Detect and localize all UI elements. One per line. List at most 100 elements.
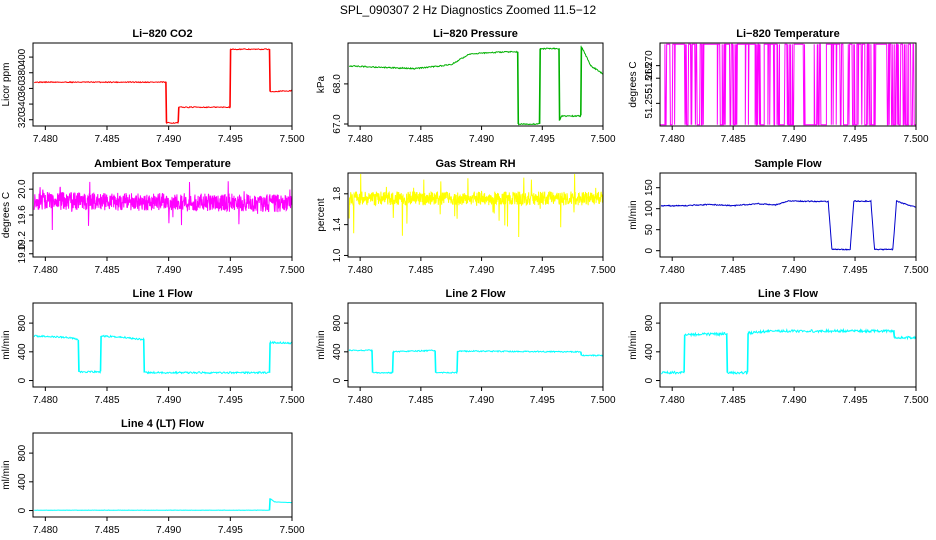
y-tick-label: 400 (17, 343, 28, 360)
x-tick-label: 7.480 (348, 134, 373, 145)
x-tick-label: 7.490 (156, 395, 181, 406)
y-tick-label: 50 (644, 224, 655, 236)
plot-frame (347, 42, 604, 127)
x-tick-label: 7.485 (94, 134, 119, 145)
x-tick-label: 7.490 (469, 395, 494, 406)
x-tick-label: 7.485 (721, 134, 746, 145)
x-tick-label: 7.500 (279, 265, 304, 276)
plot-frame (32, 172, 293, 258)
y-axis-label: ml/min (628, 330, 639, 359)
x-tick-label: 7.480 (660, 395, 685, 406)
panel-title: Line 2 Flow (446, 288, 506, 300)
y-tick-label: 51.255 (644, 88, 655, 119)
panel-1: Li−820 CO2 Licor ppm 7.480 7.485 7.490 7.495 7… (1, 28, 305, 145)
panel-8: Line 2 Flow ml/min 7.480 7.485 7.490 7.495 7.5… (316, 288, 616, 406)
x-tick-label: 7.495 (530, 265, 555, 276)
y-tick-label: 19.0 (17, 244, 28, 264)
x-tick-label: 7.500 (590, 395, 615, 406)
plot-frame (659, 302, 917, 388)
y-axis-label: ml/min (1, 330, 12, 359)
y-axis-label: percent (316, 198, 327, 232)
y-tick-label: 800 (17, 444, 28, 461)
panel-title: Line 3 Flow (758, 288, 818, 300)
panel-7: Line 1 Flow ml/min 7.480 7.485 7.490 7.495 7.5… (1, 288, 305, 406)
plot-frame (659, 172, 917, 258)
plot-frame (32, 432, 293, 518)
x-tick-label: 7.480 (348, 265, 373, 276)
x-tick-label: 7.485 (94, 525, 119, 536)
x-tick-label: 7.495 (530, 395, 555, 406)
plot-frame (347, 172, 604, 258)
y-tick-label: 800 (17, 314, 28, 331)
y-tick-label: 0 (17, 507, 28, 513)
plot-frame (32, 302, 293, 388)
series-line (348, 45, 603, 126)
x-tick-label: 7.500 (903, 395, 928, 406)
y-axis-label: kPa (316, 75, 327, 93)
x-tick-label: 7.495 (218, 134, 243, 145)
y-tick-label: 400 (17, 473, 28, 490)
series-line (34, 498, 292, 511)
x-tick-label: 7.500 (279, 134, 304, 145)
panel-title: Line 4 (LT) Flow (121, 418, 204, 430)
x-tick-label: 7.480 (660, 265, 685, 276)
plot-area (660, 327, 917, 375)
y-axis-label: degrees C (628, 61, 639, 107)
panel-title: Li−820 CO2 (132, 28, 192, 40)
y-tick-label: 68.0 (332, 74, 343, 94)
plot-area (33, 334, 293, 375)
x-tick-label: 7.500 (903, 265, 928, 276)
x-tick-label: 7.490 (469, 134, 494, 145)
y-tick-label: 380 (17, 64, 28, 81)
x-tick-label: 7.480 (33, 134, 58, 145)
panel-title: Sample Flow (754, 158, 822, 170)
x-tick-label: 7.500 (590, 265, 615, 276)
y-tick-label: 0 (644, 377, 655, 383)
series-line (33, 334, 293, 375)
series-line (348, 348, 604, 375)
series-line (660, 199, 917, 251)
panel-9: Line 3 Flow ml/min 7.480 7.485 7.490 7.495 7.5… (628, 288, 929, 406)
x-tick-label: 7.490 (156, 525, 181, 536)
x-tick-label: 7.480 (33, 525, 58, 536)
y-tick-label: 400 (17, 48, 28, 65)
plot-area (34, 48, 293, 125)
panel-5: Gas Stream RH percent 7.480 7.485 7.490 7.495… (316, 158, 616, 276)
y-tick-label: 0 (644, 247, 655, 253)
plot-area (348, 173, 604, 238)
plot-area (34, 498, 292, 511)
panel-10: Line 4 (LT) Flow ml/min 7.480 7.485 7.490 7.4… (1, 418, 305, 536)
y-axis-label: degrees C (1, 192, 12, 238)
panel-6: Sample Flow ml/min 7.480 7.485 7.490 7.495 7.5… (628, 158, 929, 276)
plot-area (660, 199, 917, 251)
x-tick-label: 7.500 (279, 525, 304, 536)
x-tick-label: 7.490 (156, 134, 181, 145)
x-tick-label: 7.485 (408, 134, 433, 145)
x-tick-label: 7.490 (469, 265, 494, 276)
plot-frame (32, 42, 293, 127)
y-tick-label: 320 (17, 111, 28, 128)
x-tick-label: 7.490 (156, 265, 181, 276)
y-tick-label: 1.0 (332, 248, 343, 262)
x-tick-label: 7.495 (218, 525, 243, 536)
panel-title: Li−820 Temperature (736, 28, 839, 40)
y-tick-label: 19.2 (17, 231, 28, 251)
y-tick-label: 340 (17, 95, 28, 112)
plot-area (348, 45, 603, 126)
x-tick-label: 7.485 (721, 395, 746, 406)
series-line (34, 48, 293, 125)
x-tick-label: 7.490 (782, 265, 807, 276)
x-tick-label: 7.485 (408, 265, 433, 276)
series-line (348, 173, 604, 238)
series-line (660, 327, 917, 375)
panel-4: Ambient Box Temperature degrees C 7.480 7.4… (1, 158, 305, 276)
y-tick-label: 150 (644, 179, 655, 196)
plot-area (33, 181, 293, 231)
y-axis-label: Licor ppm (1, 63, 12, 107)
panel-3: Li−820 Temperature degrees C 7.480 7.485 7.4… (628, 28, 929, 145)
figure-title: SPL_090307 2 Hz Diagnostics Zoomed 11.5−… (340, 3, 597, 17)
x-tick-label: 7.480 (33, 395, 58, 406)
x-tick-label: 7.495 (843, 395, 868, 406)
y-tick-label: 800 (332, 314, 343, 331)
